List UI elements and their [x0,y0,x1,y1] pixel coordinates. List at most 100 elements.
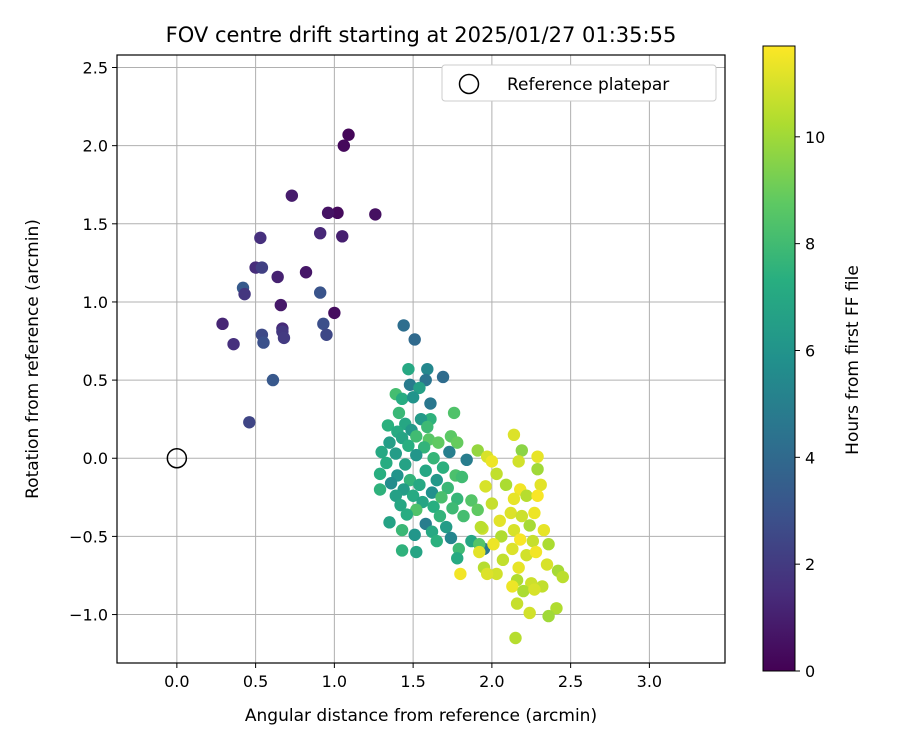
data-point [531,462,544,476]
data-point [440,520,453,534]
data-point [506,580,519,593]
data-point [285,189,299,202]
data-point [537,523,551,537]
data-point [403,378,417,391]
data-point [457,509,470,523]
data-point [443,445,456,459]
colorbar-tick-label: 8 [805,235,815,254]
data-point [507,428,521,442]
data-point [465,494,478,507]
x-tick-label: 1.5 [400,672,425,691]
colorbar-tick-label: 6 [805,341,815,360]
data-point [313,226,327,240]
y-tick-label: 1.5 [83,215,108,234]
y-tick-label: −1.0 [69,606,108,625]
data-point [444,531,458,545]
data-point [523,519,536,532]
data-point [369,208,382,221]
data-point [436,370,450,384]
data-point [395,392,409,406]
data-point [430,534,443,548]
data-point [337,139,351,152]
data-point [216,317,229,331]
data-point [487,538,500,551]
data-point [460,453,473,467]
data-point [490,567,503,581]
data-point [528,506,541,520]
data-point [384,477,398,490]
data-point [410,448,423,462]
data-point [410,503,423,517]
data-point [526,534,540,548]
data-point [410,430,423,443]
data-point [425,486,439,499]
data-point [373,467,387,481]
data-point [266,373,280,387]
data-point [427,500,440,513]
data-point [419,464,432,477]
data-point [394,498,407,512]
data-point [509,631,522,645]
x-ticks: 0.0 0.5 1.0 1.5 2.0 2.5 3.0 [164,663,662,691]
data-point [406,391,420,404]
x-tick-label: 0.0 [164,672,189,691]
data-point [523,606,536,620]
data-point [520,548,533,562]
colorbar-label: Hours from first FF file [843,265,863,455]
reference-point-marker [166,447,188,469]
data-point [490,467,503,481]
data-point [499,478,513,492]
data-point [471,503,484,517]
data-point [550,602,563,615]
data-point [373,483,387,496]
data-point [531,450,544,463]
data-point [417,441,431,454]
data-point [413,478,426,492]
data-point [408,333,421,346]
data-point [408,528,421,542]
data-point [454,567,467,581]
data-point [227,337,240,351]
data-point [455,470,469,484]
data-point [446,502,459,515]
data-point [506,542,519,556]
data-point [542,538,555,551]
data-point [512,561,525,574]
data-point [395,544,409,557]
data-point [399,458,412,471]
data-point [381,419,395,432]
data-point [397,319,410,332]
data-point [451,436,464,449]
data-point [474,520,488,534]
data-point [556,570,569,584]
data-point [451,552,464,565]
data-point [271,270,284,284]
data-point [317,317,330,331]
data-point [517,584,530,598]
data-point [277,331,291,345]
data-point [274,298,288,312]
data-point [257,336,270,349]
data-point [480,567,494,581]
y-tick-label: 0.5 [83,371,108,390]
chart-title: FOV centre drift starting at 2025/01/27 … [166,23,677,47]
data-point [336,230,349,243]
data-point [392,406,406,420]
x-tick-label: 0.5 [243,672,268,691]
data-point [383,436,396,449]
data-point [512,455,525,468]
data-point [421,362,434,376]
data-point [514,533,527,546]
data-point [485,497,499,510]
data-point [402,362,415,376]
data-point [507,492,521,506]
colorbar-gradient [762,45,796,672]
x-tick-label: 2.0 [479,672,504,691]
x-tick-label: 1.0 [322,672,347,691]
data-point [400,508,414,521]
data-point [395,523,409,537]
data-point [328,306,341,320]
legend-marker-icon [458,73,480,95]
data-point [313,286,327,299]
